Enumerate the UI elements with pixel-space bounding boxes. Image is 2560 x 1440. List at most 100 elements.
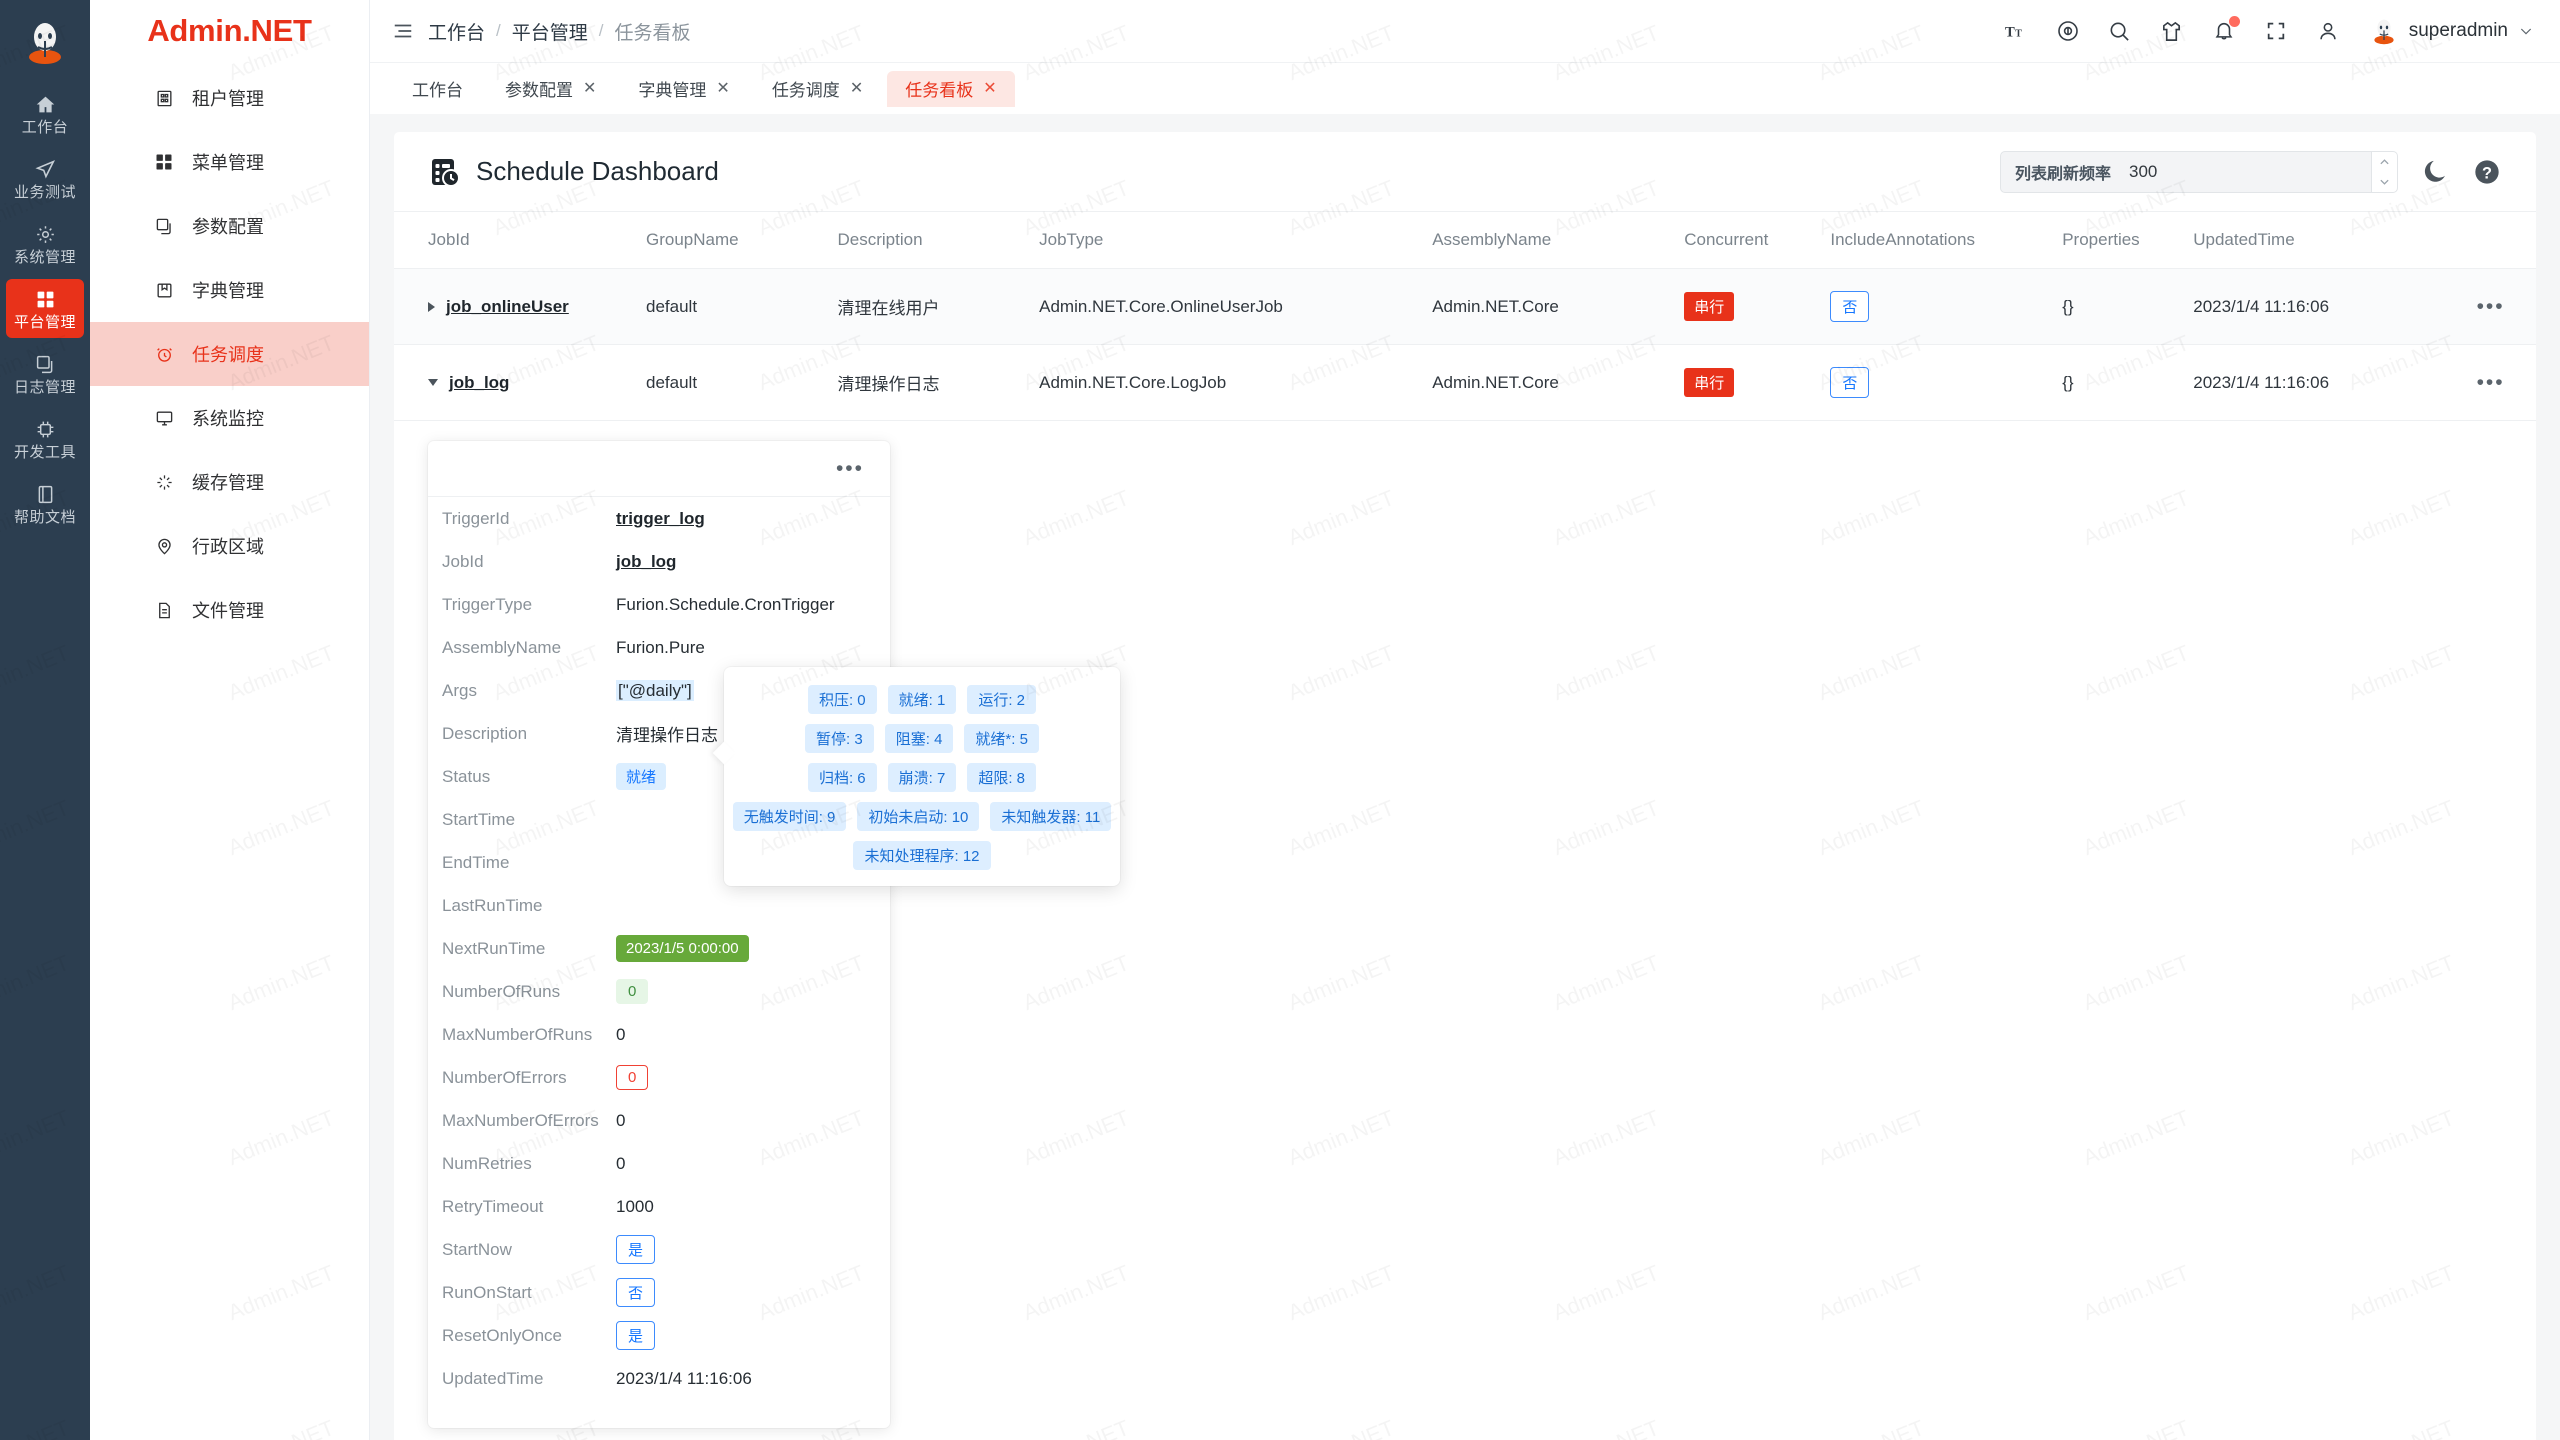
column-header-properties[interactable]: Properties (2062, 212, 2194, 269)
column-header-updatedtime[interactable]: UpdatedTime (2193, 212, 2446, 269)
breadcrumb-item[interactable]: 平台管理 (511, 22, 588, 44)
hamburger-menu-icon[interactable] (388, 16, 418, 46)
rail-item-系统管理[interactable]: 系统管理 (6, 214, 84, 273)
rail-item-工作台[interactable]: 工作台 (6, 84, 84, 143)
status-badge-concurrent: 串行 (1684, 292, 1735, 321)
detail-row-description: Description 清理操作日志 (428, 712, 890, 755)
rail-item-开发工具[interactable]: 开发工具 (6, 409, 84, 468)
sidebar-item-任务调度[interactable]: 任务调度 (90, 322, 369, 386)
expand-row-caret-icon[interactable] (428, 301, 435, 312)
detail-value-startnow: 是 (616, 1235, 656, 1264)
stepper-up-icon[interactable] (2372, 152, 2397, 172)
table-row[interactable]: job_onlineUser default 清理在线用户 Admin.NET.… (394, 268, 2536, 345)
app-logo (17, 14, 73, 70)
rail-item-日志管理[interactable]: 日志管理 (6, 344, 84, 403)
tab-任务看板[interactable]: 任务看板 ✕ (887, 70, 1015, 107)
column-header-concurrent[interactable]: Concurrent (1684, 212, 1831, 269)
sidebar-item-label: 参数配置 (192, 217, 264, 237)
jobs-table: JobId GroupName Description JobType Asse… (394, 212, 2536, 421)
jobid-link[interactable]: job_log (449, 372, 510, 392)
collapse-row-caret-icon[interactable] (428, 379, 438, 386)
sidebar-item-系统监控[interactable]: 系统监控 (90, 386, 369, 450)
detail-value-resetonlyonce: 是 (616, 1321, 656, 1350)
row-actions-more-icon[interactable]: ••• (2476, 370, 2505, 394)
tab-工作台[interactable]: 工作台 (394, 71, 481, 107)
brand-title: Admin.NET (147, 13, 312, 48)
rail-item-帮助文档[interactable]: 帮助文档 (6, 474, 84, 533)
sidebar-item-租户管理[interactable]: 租户管理 (90, 66, 369, 130)
tab-参数配置[interactable]: 参数配置 ✕ (487, 71, 614, 107)
file-icon (154, 601, 174, 620)
fullscreen-icon[interactable] (2263, 18, 2289, 44)
cell-groupname: default (646, 268, 838, 345)
trigger-actions-more-icon[interactable]: ••• (835, 456, 864, 480)
sidebar-item-菜单管理[interactable]: 菜单管理 (90, 130, 369, 194)
column-header-groupname[interactable]: GroupName (646, 212, 838, 269)
grid-icon (36, 288, 55, 310)
refresh-frequency-input[interactable]: 列表刷新频率 300 (2000, 150, 2372, 193)
question-circle-icon[interactable]: ? (2472, 157, 2502, 187)
theme-color-icon[interactable] (2055, 18, 2081, 44)
rail-item-label: 系统管理 (13, 249, 76, 266)
svg-text:T: T (2015, 29, 2022, 40)
column-header-description[interactable]: Description (837, 212, 1040, 269)
cell-groupname: default (646, 344, 838, 421)
tooltip-tag: 积压: 0 (807, 685, 877, 714)
tab-字典管理[interactable]: 字典管理 ✕ (620, 71, 747, 107)
tab-任务调度[interactable]: 任务调度 ✕ (754, 71, 881, 107)
skin-icon[interactable] (2159, 18, 2185, 44)
detail-row-maxnumberofruns: MaxNumberOfRuns 0 (428, 1013, 890, 1056)
rail-item-平台管理[interactable]: 平台管理 (6, 279, 84, 338)
bell-icon[interactable] (2211, 16, 2240, 44)
sidebar-item-文件管理[interactable]: 文件管理 (90, 578, 369, 642)
trigger-detail-header: ••• (428, 441, 890, 497)
detail-value-jobid[interactable]: job_log (616, 551, 677, 571)
close-icon[interactable]: ✕ (983, 79, 997, 97)
cell-assemblyname: Admin.NET.Core (1432, 344, 1685, 421)
chevron-down-icon[interactable] (2518, 23, 2534, 39)
rail-item-业务测试[interactable]: 业务测试 (6, 149, 84, 208)
row-actions-more-icon[interactable]: ••• (2476, 294, 2505, 318)
submenu-list: 租户管理 菜单管理 参数配置 字典管理 (90, 62, 369, 642)
user-icon[interactable] (2315, 18, 2341, 44)
breadcrumb-item[interactable]: 工作台 (428, 22, 486, 44)
cell-updatedtime: 2023/1/4 11:16:06 (2193, 268, 2446, 345)
close-icon[interactable]: ✕ (583, 79, 597, 97)
username-label: superadmin (2408, 20, 2508, 41)
close-icon[interactable]: ✕ (716, 79, 730, 97)
tab-label: 任务调度 (771, 81, 840, 100)
column-header-includeannotations[interactable]: IncludeAnnotations (1830, 212, 2063, 269)
moon-icon[interactable] (2420, 157, 2450, 187)
detail-row-nextruntime: NextRunTime 2023/1/5 0:00:00 (428, 927, 890, 970)
detail-label: NumberOfErrors (442, 1067, 567, 1087)
sidebar-item-参数配置[interactable]: 参数配置 (90, 194, 369, 258)
table-row[interactable]: job_log default 清理操作日志 Admin.NET.Core.Lo… (394, 344, 2536, 421)
detail-row-assemblyname: AssemblyName Furion.Pure (428, 626, 890, 669)
tab-label: 参数配置 (505, 81, 573, 100)
sidebar-item-字典管理[interactable]: 字典管理 (90, 258, 369, 322)
detail-label: TriggerType (442, 594, 533, 614)
sidebar-item-行政区域[interactable]: 行政区域 (90, 514, 369, 578)
jobid-link[interactable]: job_onlineUser (446, 296, 569, 316)
detail-row-updatedtime: UpdatedTime 2023/1/4 11:16:06 (428, 1357, 890, 1400)
svg-text:T: T (2005, 25, 2015, 41)
detail-label: ResetOnlyOnce (442, 1325, 562, 1345)
user-menu[interactable]: superadmin (2369, 16, 2534, 46)
close-icon[interactable]: ✕ (849, 79, 864, 97)
detail-value-triggertype: Furion.Schedule.CronTrigger (616, 594, 835, 614)
column-header-jobid[interactable]: JobId (394, 212, 646, 269)
rail-item-label: 日志管理 (13, 379, 76, 396)
quantity-stepper[interactable] (2372, 150, 2398, 193)
expanded-row-detail: ••• TriggerId trigger_log JobId job_log … (394, 421, 2536, 1440)
tooltip-tag: 暂停: 3 (805, 724, 874, 753)
column-header-jobtype[interactable]: JobType (1039, 212, 1433, 269)
sidebar-item-缓存管理[interactable]: 缓存管理 (90, 450, 369, 514)
cell-jobtype: Admin.NET.Core.OnlineUserJob (1039, 268, 1433, 345)
search-icon[interactable] (2107, 18, 2133, 44)
status-badge[interactable]: 就绪 (616, 763, 667, 790)
detail-value-triggerid[interactable]: trigger_log (616, 508, 705, 528)
column-header-assemblyname[interactable]: AssemblyName (1432, 212, 1685, 269)
rail-item-label: 开发工具 (13, 444, 76, 461)
stepper-down-icon[interactable] (2372, 172, 2397, 192)
